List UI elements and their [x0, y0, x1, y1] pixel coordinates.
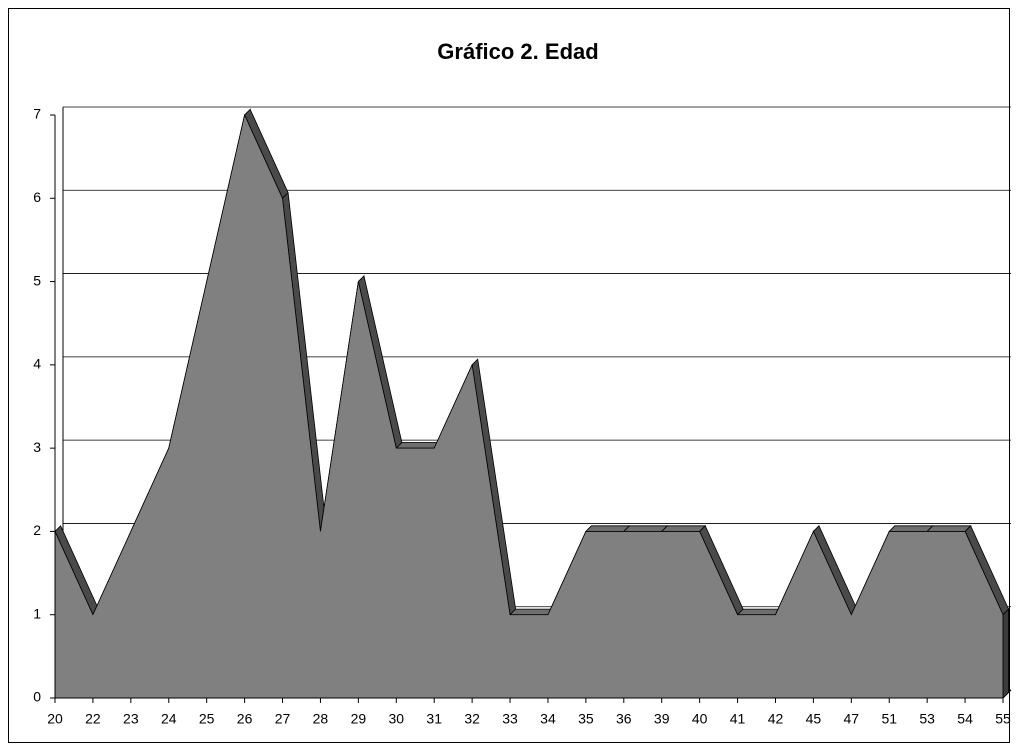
area-top-face	[395, 442, 441, 449]
x-tick-label: 30	[388, 711, 404, 727]
x-tick-label: 55	[995, 711, 1011, 727]
x-tick-label: 26	[237, 711, 253, 727]
chart-title: Gráfico 2. Edad	[437, 39, 598, 64]
x-tick-label: 27	[275, 711, 291, 727]
area-top-face	[622, 525, 669, 532]
y-tick-label: 2	[33, 522, 41, 538]
x-tick-label: 23	[123, 711, 139, 727]
area-top-face	[736, 608, 783, 616]
x-tick-label: 42	[768, 711, 784, 727]
x-tick-label: 35	[578, 711, 594, 727]
x-tick-label: 31	[426, 711, 442, 727]
area-top-face	[926, 525, 972, 532]
x-tick-label: 34	[540, 711, 556, 727]
x-tick-label: 53	[919, 711, 935, 727]
area-top-face	[660, 525, 707, 532]
area-top-face	[888, 525, 934, 532]
x-tick-label: 47	[844, 711, 860, 727]
x-tick-label: 28	[313, 711, 329, 727]
x-tick-label: 39	[654, 711, 670, 727]
y-tick-label: 7	[33, 106, 41, 122]
area-top-face	[584, 525, 631, 532]
x-tick-label: 22	[85, 711, 101, 727]
y-tick-label: 3	[33, 439, 41, 455]
x-tick-label: 29	[351, 711, 367, 727]
x-tick-label: 54	[957, 711, 973, 727]
x-tick-label: 24	[161, 711, 177, 727]
x-tick-label: 25	[199, 711, 215, 727]
x-tick-label: 45	[806, 711, 822, 727]
x-tick-label: 36	[616, 711, 632, 727]
area-side-face	[1002, 608, 1009, 699]
y-tick-label: 5	[33, 272, 41, 288]
y-tick-label: 4	[33, 356, 41, 372]
area	[54, 113, 1004, 699]
y-tick-label: 6	[33, 189, 41, 205]
area-top-face	[509, 608, 555, 616]
x-tick-label: 51	[881, 711, 897, 727]
y-tick-label: 1	[33, 605, 41, 621]
x-tick-label: 41	[730, 711, 746, 727]
x-tick-label: 20	[47, 711, 63, 727]
x-tick-label: 33	[502, 711, 518, 727]
x-tick-label: 32	[464, 711, 480, 727]
x-tick-label: 40	[692, 711, 708, 727]
y-tick-label: 0	[33, 689, 41, 705]
